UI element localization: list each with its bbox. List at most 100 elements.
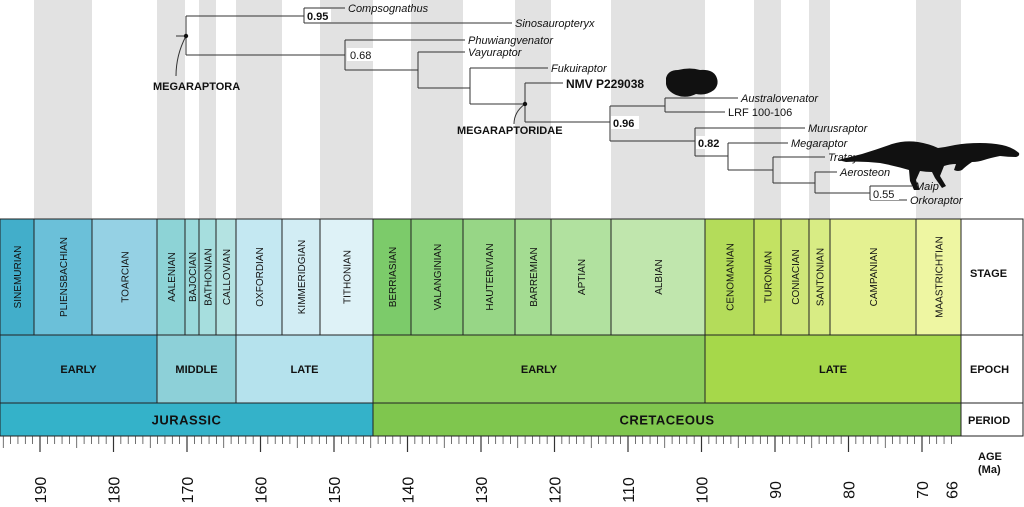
stage-cell	[33, 218, 93, 336]
stage-label: APTIAN	[577, 259, 588, 295]
row-label-period: PERIOD	[968, 415, 1010, 427]
stage-cell	[235, 218, 283, 336]
stage-cell	[91, 218, 158, 336]
epoch-label: EARLY	[521, 364, 558, 376]
age-label: 150	[327, 477, 344, 504]
age-label: 90	[768, 481, 785, 499]
stage-label: BARREMIAN	[529, 247, 540, 306]
period-cell	[0, 402, 374, 437]
stage-label: ALBIAN	[654, 259, 665, 295]
stage-label: BAJOCIAN	[188, 252, 199, 302]
epoch-label: EARLY	[60, 364, 97, 376]
support-value-2: 0.68	[350, 50, 371, 62]
taxon-australovenator: Australovenator	[740, 93, 819, 105]
age-label: 140	[401, 477, 418, 504]
stage-label: SANTONIAN	[816, 248, 827, 306]
stage-label: TURONIAN	[764, 251, 775, 303]
stage-row: SINEMURIAN PLIENSBACHIAN TOARCIAN AALENIAN B…	[0, 218, 962, 336]
megaraptoridae-node-marker	[522, 101, 528, 107]
taxon-megaraptor: Megaraptor	[791, 138, 849, 150]
age-label: 70	[915, 481, 932, 499]
megaraptora-node-marker	[183, 33, 189, 39]
tree-branches	[175, 7, 912, 201]
age-label: 160	[254, 477, 271, 504]
period-row: JURASSIC CRETACEOUS	[0, 402, 962, 437]
stage-label: CALLOVIAN	[222, 249, 233, 305]
theropod-silhouette	[838, 141, 1020, 190]
taxon-nmv-p229038: NMV P229038	[566, 77, 644, 91]
row-label-stage: STAGE	[970, 268, 1007, 280]
stage-label: VALANGINIAN	[433, 244, 444, 311]
epoch-cell	[156, 334, 237, 404]
support-value-3: 0.96	[613, 118, 634, 130]
row-label-epoch: EPOCH	[970, 364, 1009, 376]
support-box-1	[305, 9, 331, 22]
support-box-3	[611, 116, 639, 129]
age-label: 120	[548, 477, 565, 504]
background-stripes	[34, 0, 961, 219]
stage-label: CONIACIAN	[791, 249, 802, 305]
epoch-label: LATE	[819, 364, 847, 376]
stage-label: MAASTRICHTIAN	[935, 236, 946, 318]
age-label: 110	[621, 477, 638, 503]
taxon-orkoraptor: Orkoraptor	[910, 195, 964, 207]
stage-cell	[319, 218, 374, 336]
epoch-row: EARLY MIDDLE LATE EARLY LATE	[0, 334, 962, 404]
stage-cell	[704, 218, 755, 336]
stage-label: KIMMERIDGIAN	[297, 240, 308, 314]
row-label-age: AGE	[978, 451, 1002, 463]
stage-label: BERRIASIAN	[388, 247, 399, 308]
taxon-lrf-100-106: LRF 100-106	[728, 107, 792, 119]
stage-label: HAUTERIVIAN	[485, 243, 496, 310]
taxon-vayuraptor: Vayuraptor	[468, 47, 523, 59]
epoch-cell	[372, 334, 706, 404]
row-label-age-unit: (Ma)	[978, 464, 1001, 476]
age-label: 100	[695, 477, 712, 504]
stage-label: OXFORDIAN	[255, 247, 266, 306]
support-value-5: 0.55	[873, 189, 894, 201]
clade-label-megaraptoridae: MEGARAPTORIDAE	[457, 125, 563, 137]
support-value-1: 0.95	[307, 11, 328, 23]
epoch-cell	[0, 334, 158, 404]
stage-label: CAMPANIAN	[869, 248, 880, 307]
stage-label: TITHONIAN	[343, 250, 354, 304]
age-label: 130	[474, 477, 491, 504]
epoch-label: LATE	[291, 364, 319, 376]
fossil-bone-silhouette	[666, 68, 718, 97]
stage-cell	[462, 218, 516, 336]
support-value-4: 0.82	[698, 138, 719, 150]
taxon-phuwiangvenator: Phuwiangvenator	[468, 35, 554, 47]
age-label: 170	[180, 477, 197, 504]
taxon-compsognathus: Compsognathus	[348, 3, 429, 15]
support-box-4	[696, 136, 724, 149]
stage-label: AALENIAN	[167, 252, 178, 301]
stage-label: SINEMURIAN	[13, 246, 24, 309]
epoch-cell	[235, 334, 374, 404]
stage-label: BATHONIAN	[204, 248, 215, 306]
age-label: 66	[944, 481, 961, 499]
row-label-column	[960, 218, 1024, 437]
period-label: JURASSIC	[152, 413, 222, 428]
epoch-label: MIDDLE	[175, 364, 217, 376]
stage-label: PLIENSBACHIAN	[59, 237, 70, 317]
age-label: 80	[842, 481, 859, 499]
age-label: 180	[107, 477, 124, 504]
stage-cell	[780, 218, 810, 336]
taxon-murusraptor: Murusraptor	[808, 123, 869, 135]
taxon-fukuiraptor: Fukuiraptor	[551, 63, 608, 75]
support-box-5	[871, 187, 899, 200]
period-label: CRETACEOUS	[619, 413, 714, 428]
stage-label: CENOMANIAN	[726, 243, 737, 311]
taxon-aerosteon: Aerosteon	[839, 167, 890, 179]
stage-cell	[0, 218, 35, 336]
age-label: 190	[33, 477, 50, 504]
stage-label: TOARCIAN	[121, 251, 132, 303]
support-box-2	[347, 48, 375, 61]
age-axis: 190 180 170 160 150 140 130 120 110 100 90 80 70 66	[0, 435, 961, 504]
clade-label-megaraptora: MEGARAPTORA	[153, 81, 240, 93]
stage-cell	[410, 218, 464, 336]
taxon-sinosauropteryx: Sinosauropteryx	[515, 18, 595, 30]
taxon-maip: Maip	[915, 181, 939, 193]
stage-cell	[156, 218, 186, 336]
